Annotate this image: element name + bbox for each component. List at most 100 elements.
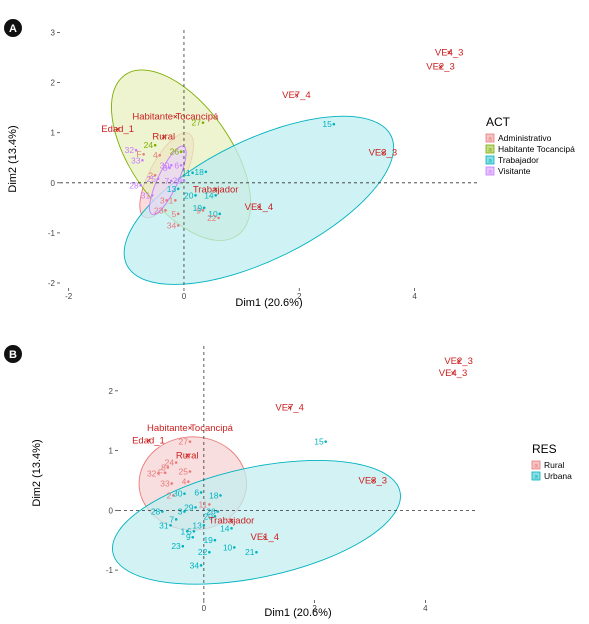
point-marker bbox=[191, 171, 194, 175]
point-label: 25 bbox=[147, 174, 157, 184]
variable-label: Edad_1 bbox=[132, 435, 165, 446]
point-label: 8 bbox=[163, 163, 168, 173]
y-tick-label: 1 bbox=[51, 129, 56, 138]
variable-marker bbox=[161, 134, 166, 139]
point-marker bbox=[192, 529, 196, 533]
point-label: 29 bbox=[184, 502, 194, 512]
x-tick-label: 4 bbox=[412, 292, 417, 301]
point-label: 8 bbox=[161, 462, 166, 472]
variable-marker bbox=[188, 425, 192, 430]
point-label: 18 bbox=[209, 490, 219, 500]
panel-badge-label: B bbox=[9, 349, 17, 361]
point-label: 4 bbox=[153, 150, 158, 160]
legend-key-glyph: a bbox=[534, 474, 538, 481]
point-label: 32 bbox=[125, 145, 135, 155]
point-marker bbox=[219, 494, 222, 497]
x-tick-label: 0 bbox=[202, 604, 207, 613]
legend-key bbox=[485, 133, 495, 143]
point-marker bbox=[168, 166, 171, 170]
variable-label: Trabajador bbox=[209, 516, 255, 527]
x-tick-label: 2 bbox=[312, 604, 317, 613]
point-label: 10 bbox=[208, 209, 218, 219]
y-axis-title: Dim2 (13.4%) bbox=[7, 125, 19, 192]
point-marker bbox=[187, 480, 190, 483]
point-marker bbox=[176, 212, 180, 216]
variable-label: Rural bbox=[152, 132, 175, 143]
point-label: 24 bbox=[144, 140, 154, 150]
point-marker bbox=[153, 173, 157, 177]
variable-marker bbox=[185, 453, 190, 458]
point-marker bbox=[218, 212, 222, 216]
point-label: 20 bbox=[203, 511, 213, 521]
panel-A: -2 0 2 4-2-10123123457896101113141518192022… bbox=[4, 19, 575, 309]
point-marker bbox=[185, 529, 189, 533]
y-tick-label: 0 bbox=[51, 179, 56, 188]
variable-label: VE1_4 bbox=[251, 532, 280, 543]
point-label: 26 bbox=[170, 147, 180, 157]
point-marker bbox=[213, 515, 217, 518]
point-label: 10 bbox=[223, 542, 233, 552]
point-label: 2 bbox=[167, 490, 172, 500]
legend-key-glyph: a bbox=[488, 169, 492, 176]
point-marker bbox=[157, 471, 160, 475]
legend-key-glyph: a bbox=[488, 136, 492, 143]
variable-label: Edad_1 bbox=[101, 124, 134, 135]
point-marker bbox=[166, 466, 170, 469]
point-label: 15 bbox=[314, 437, 324, 447]
point-label: 29 bbox=[172, 175, 182, 185]
variable-marker bbox=[146, 438, 151, 443]
point-label: 23 bbox=[171, 541, 181, 551]
legend-key-glyph: a bbox=[534, 463, 538, 470]
variable-marker bbox=[447, 50, 452, 55]
point-marker bbox=[202, 523, 206, 527]
point-marker bbox=[174, 518, 178, 521]
point-label: F bbox=[136, 149, 141, 159]
legend-entry: Trabajador bbox=[498, 155, 539, 165]
point-label: 7 bbox=[165, 176, 170, 186]
x-tick-label: 0 bbox=[182, 292, 187, 301]
point-label: 5 bbox=[187, 526, 192, 536]
point-label: 2 bbox=[148, 170, 153, 180]
point-marker bbox=[139, 184, 143, 187]
variable-marker bbox=[370, 478, 375, 483]
variable-marker bbox=[213, 187, 218, 192]
point-marker bbox=[141, 158, 144, 162]
variable-label: VE3_3 bbox=[359, 475, 388, 486]
variable-marker bbox=[438, 64, 443, 69]
point-marker bbox=[174, 461, 178, 464]
y-tick-label: 2 bbox=[109, 387, 114, 396]
y-tick-label: -1 bbox=[106, 566, 114, 575]
y-axis-title: Dim2 (13.4%) bbox=[31, 439, 43, 506]
legend-entry: Administrativo bbox=[498, 133, 552, 143]
point-label: 26 bbox=[206, 507, 216, 517]
point-marker bbox=[174, 199, 177, 202]
point-label: 3 bbox=[178, 507, 183, 517]
x-tick-label: 2 bbox=[297, 292, 302, 301]
point-label: 14 bbox=[220, 523, 230, 533]
point-marker bbox=[169, 523, 172, 527]
point-label: 5 bbox=[171, 209, 176, 219]
point-marker bbox=[179, 150, 183, 154]
legend-title: ACT bbox=[486, 115, 511, 129]
point-label: 28 bbox=[151, 507, 161, 517]
x-tick-label: 4 bbox=[423, 604, 428, 613]
variable-marker bbox=[173, 114, 178, 119]
point-marker bbox=[163, 471, 167, 475]
legend-key bbox=[531, 460, 541, 470]
point-marker bbox=[201, 121, 205, 124]
point-marker bbox=[194, 506, 197, 509]
legend-key bbox=[485, 144, 495, 154]
point-marker bbox=[176, 224, 180, 227]
variable-marker bbox=[229, 518, 234, 523]
ellipse-trabajador bbox=[123, 115, 395, 285]
y-tick-label: 2 bbox=[51, 79, 56, 88]
point-marker bbox=[194, 194, 197, 197]
point-label: 33 bbox=[160, 478, 170, 488]
legend-key-glyph: a bbox=[488, 147, 492, 154]
point-marker bbox=[214, 194, 217, 197]
point-label: 22 bbox=[198, 547, 208, 557]
panel-badge-label: A bbox=[9, 23, 17, 35]
